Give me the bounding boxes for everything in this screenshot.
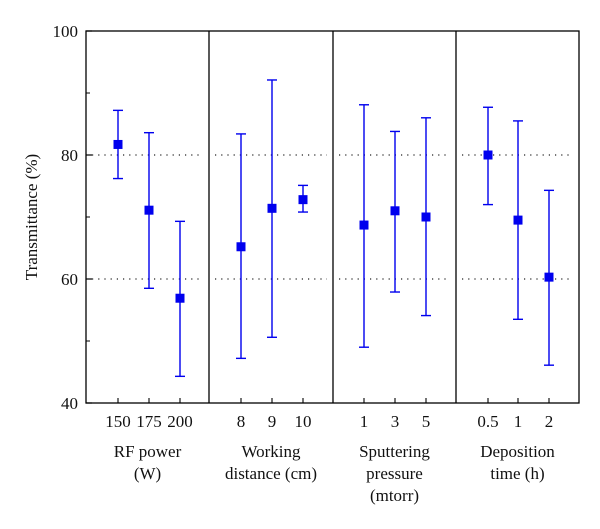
group-label: (W) bbox=[134, 464, 161, 483]
group-label: distance (cm) bbox=[225, 464, 317, 483]
x-tick-label: 150 bbox=[105, 412, 131, 431]
reference-lines bbox=[92, 154, 573, 280]
group-label: Deposition bbox=[480, 442, 555, 461]
data-point bbox=[421, 212, 431, 222]
y-tick-label: 100 bbox=[53, 22, 79, 41]
data-point bbox=[267, 203, 277, 213]
data-layer bbox=[113, 79, 554, 378]
group-label: Sputtering bbox=[359, 442, 430, 461]
data-point bbox=[513, 215, 523, 225]
x-tick-label: 1 bbox=[514, 412, 523, 431]
group-label: time (h) bbox=[490, 464, 544, 483]
y-axis-title: Transmittance (%) bbox=[22, 154, 41, 280]
data-point bbox=[544, 272, 554, 282]
x-tick-label: 175 bbox=[136, 412, 162, 431]
axes: 40 60 80 100 150 175 200 RF power (W) 8 9 10 Working… bbox=[53, 22, 580, 505]
data-point bbox=[236, 242, 246, 252]
x-tick-label: 9 bbox=[268, 412, 277, 431]
data-point bbox=[298, 195, 308, 205]
group-label: RF power bbox=[114, 442, 182, 461]
x-tick-label: 1 bbox=[360, 412, 369, 431]
data-point bbox=[390, 206, 400, 216]
y-tick-label: 60 bbox=[61, 270, 78, 289]
group-label: (mtorr) bbox=[370, 486, 419, 505]
y-tick-label: 80 bbox=[61, 146, 78, 165]
data-point bbox=[113, 139, 123, 149]
x-tick-label: 2 bbox=[545, 412, 554, 431]
x-tick-label: 10 bbox=[295, 412, 312, 431]
data-point bbox=[359, 220, 369, 230]
x-tick-label: 8 bbox=[237, 412, 246, 431]
group-label: pressure bbox=[366, 464, 423, 483]
data-point bbox=[144, 205, 154, 215]
data-point bbox=[483, 150, 493, 160]
x-tick-label: 3 bbox=[391, 412, 400, 431]
x-tick-label: 0.5 bbox=[477, 412, 498, 431]
x-tick-label: 5 bbox=[422, 412, 431, 431]
group-label: Working bbox=[241, 442, 301, 461]
x-tick-label: 200 bbox=[167, 412, 193, 431]
y-tick-label: 40 bbox=[61, 394, 78, 413]
data-point bbox=[175, 293, 185, 303]
